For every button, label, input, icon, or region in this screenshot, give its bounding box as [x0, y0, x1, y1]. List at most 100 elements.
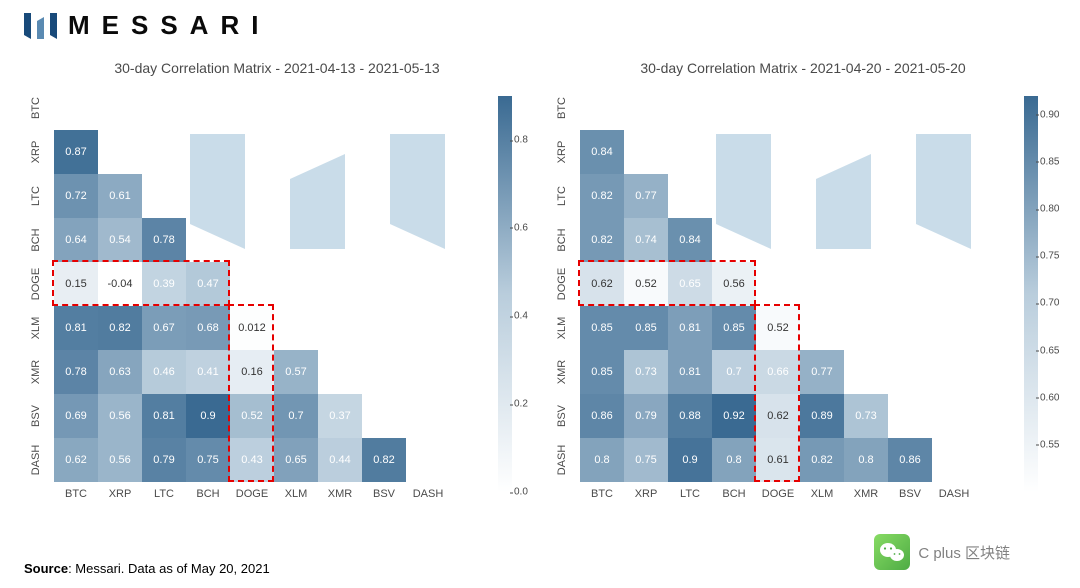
heatmap-cell: 0.56	[712, 262, 756, 306]
heatmap-row: 0.860.790.880.920.620.890.73	[580, 394, 976, 438]
x-label: BTC	[54, 482, 98, 500]
heatmap-cell	[888, 262, 932, 306]
heatmap-cell	[932, 394, 976, 438]
heatmap-cell	[98, 130, 142, 174]
heatmap-cell	[142, 86, 186, 130]
heatmap-cell	[624, 130, 668, 174]
y-label: BTC	[540, 90, 584, 126]
heatmap-cell: 0.68	[186, 306, 230, 350]
y-label: DASH	[540, 442, 584, 478]
heatmap-cell: 0.65	[274, 438, 318, 482]
x-axis-labels: BTCXRPLTCBCHDOGEXLMXMRBSVDASH	[54, 482, 536, 500]
heatmap-cell	[362, 394, 406, 438]
y-label: BSV	[14, 398, 58, 434]
chart-body: BTCXRPLTCBCHDOGEXLMXMRBSVDASH0.870.720.6…	[18, 86, 536, 482]
colorbar-tick: 0.4	[514, 311, 528, 322]
heatmap-cell: 0.81	[668, 350, 712, 394]
brand-name: MESSARI	[68, 10, 270, 41]
heatmap-cell	[888, 350, 932, 394]
heatmap-cell: 0.56	[98, 394, 142, 438]
wechat-overlay: C plus 区块链	[874, 534, 1010, 570]
heatmap-cell: 0.39	[142, 262, 186, 306]
wechat-icon	[874, 534, 910, 570]
heatmap-cell: 0.82	[580, 174, 624, 218]
heatmap-row: 0.810.820.670.680.012	[54, 306, 450, 350]
x-label: XLM	[274, 482, 318, 500]
heatmap-cell: 0.88	[668, 394, 712, 438]
heatmap-cell: 0.66	[756, 350, 800, 394]
heatmap-cell: 0.82	[98, 306, 142, 350]
y-label: BTC	[14, 90, 58, 126]
heatmap-cell: 0.15	[54, 262, 98, 306]
charts-container: 30-day Correlation Matrix - 2021-04-13 -…	[18, 60, 1062, 500]
y-label: DOGE	[540, 266, 584, 302]
y-label: LTC	[14, 178, 58, 214]
y-axis-labels: BTCXRPLTCBCHDOGEXLMXMRBSVDASH	[18, 86, 54, 482]
heatmap-cell	[98, 86, 142, 130]
colorbar-tick: 0.2	[514, 399, 528, 410]
heatmap-cell	[318, 350, 362, 394]
y-label: XMR	[14, 354, 58, 390]
heatmap-cell: 0.47	[186, 262, 230, 306]
heatmap-cell	[580, 86, 624, 130]
heatmap-cell: 0.41	[186, 350, 230, 394]
heatmap-cell	[362, 262, 406, 306]
heatmap-cell: 0.8	[580, 438, 624, 482]
heatmap-cell: 0.67	[142, 306, 186, 350]
heatmap-cell	[844, 306, 888, 350]
heatmap-cell: 0.84	[668, 218, 712, 262]
y-label: LTC	[540, 178, 584, 214]
colorbar-tick: 0.8	[514, 135, 528, 146]
heatmap-cell	[142, 174, 186, 218]
x-label: BSV	[888, 482, 932, 500]
heatmap-cell	[318, 306, 362, 350]
heatmap-cell	[932, 306, 976, 350]
heatmap-cell	[756, 262, 800, 306]
y-label: XMR	[540, 354, 584, 390]
x-label: XMR	[844, 482, 888, 500]
colorbar-tick: 0.90	[1040, 109, 1059, 120]
heatmap-row: 0.780.630.460.410.160.57	[54, 350, 450, 394]
heatmap-grid: 0.840.820.770.820.740.840.620.520.650.56…	[580, 86, 976, 482]
colorbar: 0.550.600.650.700.750.800.850.90	[1024, 96, 1038, 492]
colorbar-tick: 0.85	[1040, 156, 1059, 167]
heatmap-cell	[844, 350, 888, 394]
heatmap-cell: 0.012	[230, 306, 274, 350]
x-label: DASH	[932, 482, 976, 500]
heatmap-cell: 0.87	[54, 130, 98, 174]
heatmap-cell: 0.78	[54, 350, 98, 394]
heatmap-cell	[406, 438, 450, 482]
x-label: BTC	[580, 482, 624, 500]
colorbar-gradient	[1024, 96, 1038, 492]
colorbar-gradient	[498, 96, 512, 492]
heatmap-grid: 0.870.720.610.640.540.780.15-0.040.390.4…	[54, 86, 450, 482]
heatmap-cell	[800, 306, 844, 350]
heatmap-row: 0.690.560.810.90.520.70.37	[54, 394, 450, 438]
heatmap-cell: 0.62	[756, 394, 800, 438]
heatmap-cell: 0.54	[98, 218, 142, 262]
heatmap-cell: 0.82	[800, 438, 844, 482]
colorbar-tick: 0.75	[1040, 251, 1059, 262]
y-label: XLM	[14, 310, 58, 346]
y-label: BSV	[540, 398, 584, 434]
watermark-icon	[190, 124, 450, 254]
heatmap-cell: 0.81	[668, 306, 712, 350]
heatmap-cell: 0.62	[54, 438, 98, 482]
heatmap-cell	[318, 262, 362, 306]
heatmap-cell: 0.81	[142, 394, 186, 438]
heatmap-cell: -0.04	[98, 262, 142, 306]
heatmap-cell: 0.8	[712, 438, 756, 482]
heatmap-cell: 0.75	[186, 438, 230, 482]
y-label: BCH	[540, 222, 584, 258]
colorbar-tick: 0.6	[514, 222, 528, 233]
heatmap-cell: 0.52	[756, 306, 800, 350]
y-label: XRP	[14, 134, 58, 170]
chart-title: 30-day Correlation Matrix - 2021-04-20 -…	[544, 60, 1062, 76]
x-label: LTC	[668, 482, 712, 500]
heatmap-cell: 0.9	[668, 438, 712, 482]
colorbar: 0.00.20.40.60.8	[498, 96, 512, 492]
heatmap-cell	[800, 262, 844, 306]
x-label: XRP	[98, 482, 142, 500]
heatmap-cell	[668, 174, 712, 218]
heatmap-cell: 0.86	[888, 438, 932, 482]
